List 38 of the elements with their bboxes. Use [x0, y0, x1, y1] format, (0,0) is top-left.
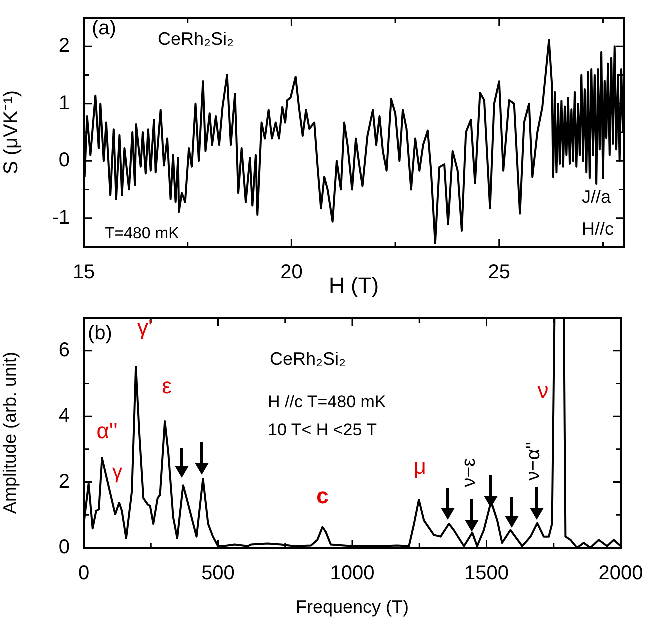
- y-tick-label: 6: [58, 339, 70, 362]
- annotation: CeRh₂Si₂: [270, 348, 346, 369]
- y-tick-label: 0: [58, 536, 70, 559]
- y-tick-label: 2: [58, 470, 70, 493]
- annotation: (b): [88, 322, 112, 345]
- annotation: c: [316, 483, 329, 508]
- annotation: ν−α'': [524, 442, 545, 481]
- annotation: J//a: [582, 186, 612, 207]
- annotation: T=480 mK: [105, 225, 180, 242]
- annotation: H //c T=480 mK: [268, 392, 387, 412]
- x-tick-label: 15: [72, 262, 96, 284]
- annotation: 10 T< H <25 T: [268, 420, 377, 440]
- y-tick-label: -1: [52, 206, 70, 229]
- x-axis-title: H (T): [328, 272, 380, 298]
- annotation: γ: [112, 462, 122, 484]
- annotation: ν−ε: [458, 458, 480, 488]
- x-tick-label: 0: [78, 562, 90, 585]
- x-tick-label: 2000: [598, 562, 644, 585]
- annotation: γ': [137, 315, 153, 340]
- annotation: ν: [538, 378, 549, 404]
- annotation: H//c: [582, 218, 614, 239]
- x-tick-label: 500: [202, 562, 235, 585]
- x-tick-label: 1500: [464, 562, 509, 585]
- x-tick-label: 25: [488, 262, 511, 284]
- y-axis-title: Amplitude (arb. unit): [0, 352, 20, 514]
- annotation: (a): [92, 18, 116, 40]
- x-axis-title: Frequency (T): [296, 597, 410, 618]
- y-axis-title: S (μVK⁻¹): [0, 90, 23, 175]
- y-tick-label: 4: [58, 405, 70, 428]
- x-tick-label: 20: [280, 262, 303, 284]
- annotation: ε: [162, 374, 172, 399]
- annotation: CeRh₂Si₂: [158, 28, 234, 49]
- annotation: α'': [96, 418, 118, 444]
- y-tick-label: 2: [58, 35, 70, 58]
- x-tick-label: 1000: [330, 562, 375, 585]
- y-tick-label: 1: [58, 92, 70, 114]
- y-tick-label: 0: [58, 150, 70, 172]
- annotation: μ: [414, 454, 426, 480]
